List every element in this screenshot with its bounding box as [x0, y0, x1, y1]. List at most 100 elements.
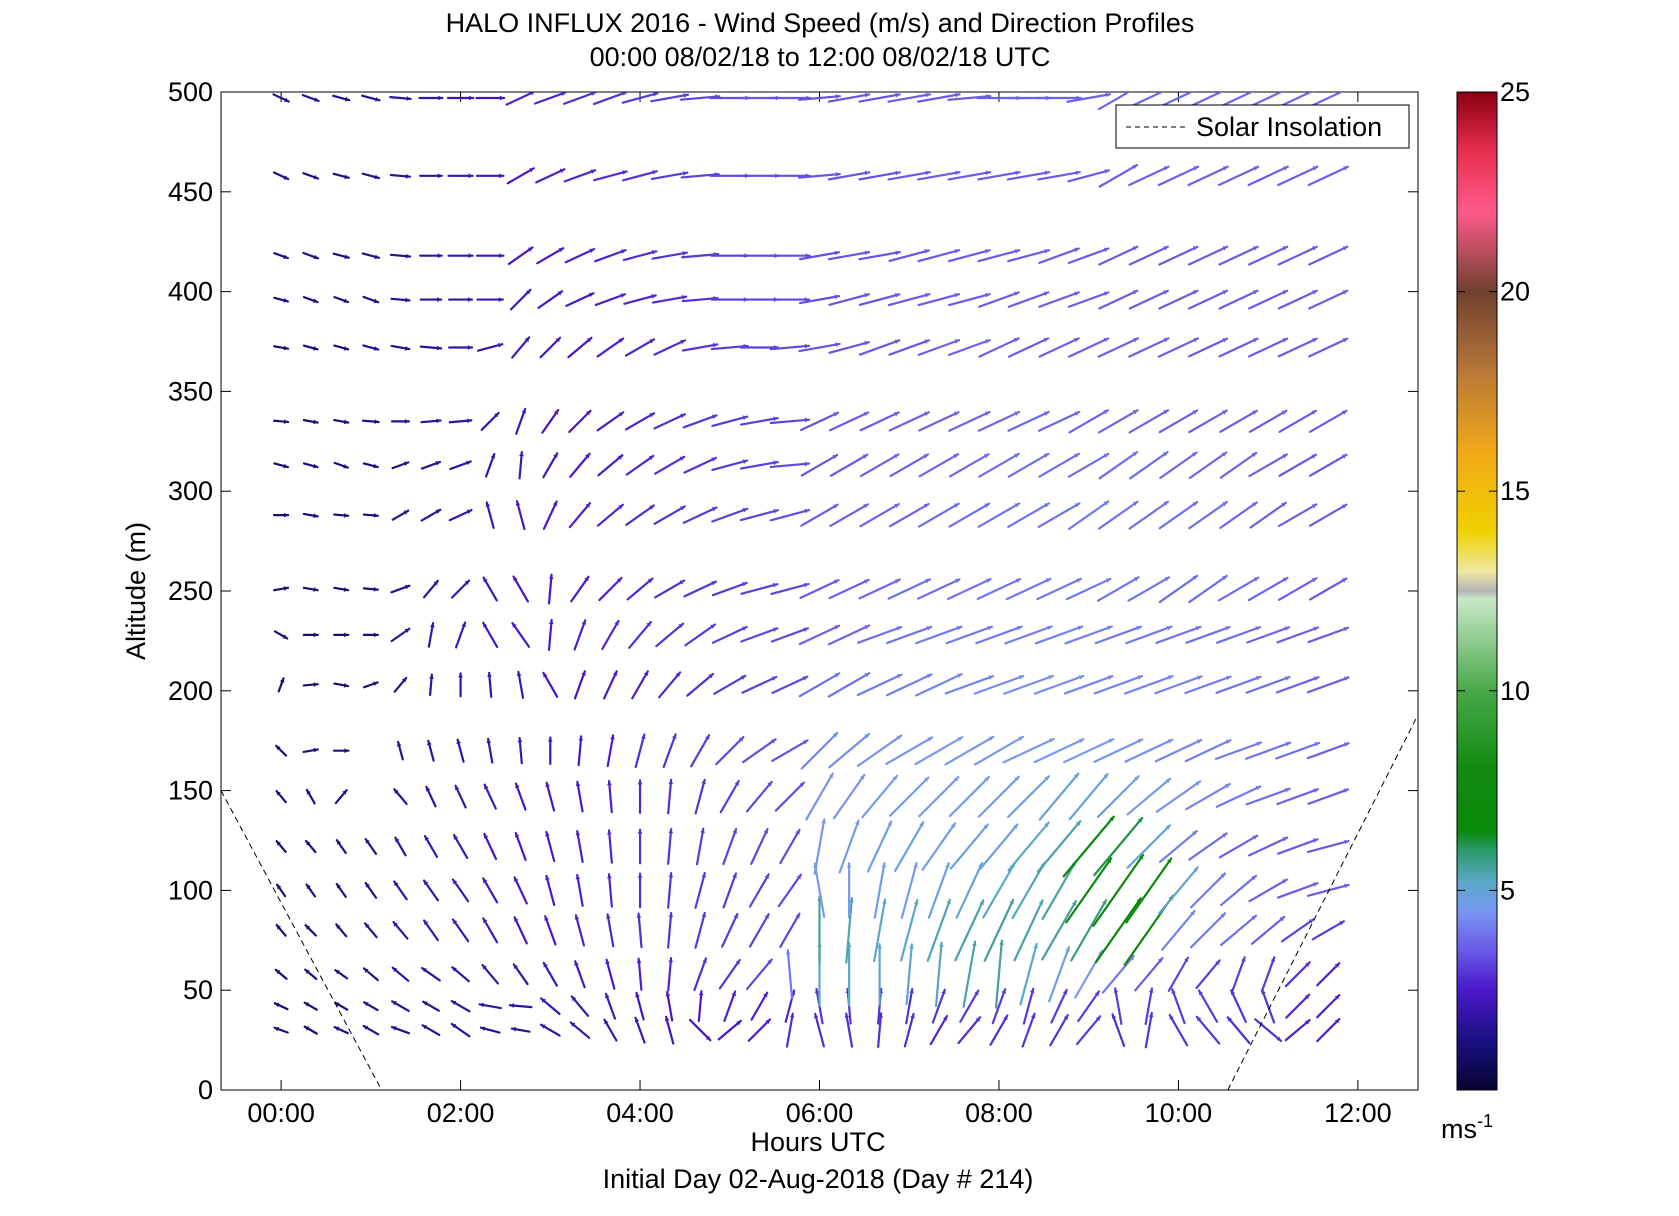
wind-vector-shaft: [1284, 961, 1311, 988]
wind-vector: [1157, 337, 1200, 358]
wind-vector: [1158, 500, 1199, 530]
wind-vector: [664, 1015, 675, 1045]
wind-vector-head: [679, 456, 685, 461]
wind-vector: [302, 682, 319, 687]
wind-vector-head: [373, 632, 378, 638]
wind-vector: [568, 409, 592, 434]
wind-vector: [512, 575, 529, 603]
wind-vector-shaft: [540, 997, 561, 1015]
chart-title: HALO INFLUX 2016 - Wind Speed (m/s) and …: [446, 8, 1195, 38]
wind-vector-shaft: [838, 819, 860, 874]
wind-vector: [1187, 289, 1229, 310]
wind-vector-head: [529, 168, 534, 173]
wind-vector-shaft: [1041, 860, 1077, 921]
wind-vector-head: [701, 779, 706, 785]
wind-vector-head: [406, 96, 411, 101]
wind-vector: [800, 731, 839, 770]
wind-vector-shaft: [1246, 92, 1284, 109]
wind-vector-shaft: [800, 453, 839, 477]
wind-vector-head: [306, 884, 311, 890]
wind-vector-head: [953, 411, 959, 417]
wind-vector-shaft: [827, 672, 871, 698]
wind-vector-shaft: [1067, 500, 1110, 531]
wind-vector: [715, 736, 745, 766]
wind-vector: [798, 250, 841, 261]
wind-vector-shaft: [1167, 956, 1190, 992]
wind-vector-shaft: [914, 736, 964, 766]
wind-vector-head: [835, 342, 840, 348]
wind-vector-shaft: [682, 414, 718, 429]
wind-vector-head: [1195, 626, 1201, 631]
wind-vector-head: [515, 783, 520, 789]
wind-vector-head: [896, 674, 902, 679]
wind-vector: [1124, 738, 1174, 763]
wind-vector-head: [1013, 337, 1019, 343]
wind-vector-head: [649, 339, 655, 344]
wind-vector-shaft: [1007, 410, 1050, 432]
x-tick-label: 08:00: [965, 1098, 1033, 1128]
wind-vector-head: [604, 1019, 609, 1025]
wind-vector-head: [336, 884, 342, 889]
wind-vector-head: [1044, 776, 1049, 781]
wind-vector: [686, 672, 715, 697]
wind-vector-head: [336, 840, 342, 845]
wind-vector: [1063, 738, 1115, 764]
wind-vector: [514, 831, 527, 862]
wind-vector-head: [1095, 1016, 1101, 1021]
wind-vector: [1098, 289, 1139, 310]
wind-vector-head: [846, 863, 852, 868]
wind-vector-head: [1284, 626, 1290, 631]
wind-vector-head: [894, 411, 899, 417]
wind-vector-head: [926, 626, 932, 631]
wind-vector-head: [1279, 916, 1285, 922]
wind-vector-head: [637, 780, 643, 785]
wind-vector-head: [1074, 503, 1080, 508]
wind-vector-head: [1341, 504, 1347, 509]
wind-vector-head: [1344, 839, 1349, 845]
wind-vector: [419, 345, 443, 351]
wind-vector-shaft: [889, 776, 930, 817]
wind-vector-head: [1132, 246, 1138, 251]
wind-vector: [390, 344, 411, 351]
wind-vector-head: [834, 625, 840, 630]
wind-vector-head: [1192, 290, 1198, 295]
wind-vector-head: [467, 297, 472, 302]
wind-vector-head: [733, 914, 738, 919]
wind-vector-head: [514, 832, 520, 838]
wind-vector-head: [514, 917, 519, 922]
wind-vector-shaft: [1248, 836, 1289, 857]
wind-vector-shaft: [667, 911, 673, 949]
wind-vector-shaft: [1276, 92, 1314, 109]
wind-vector-head: [927, 737, 933, 742]
wind-vector-shaft: [1308, 289, 1349, 310]
wind-vector: [917, 248, 961, 263]
wind-vector: [684, 623, 717, 647]
wind-vector: [769, 508, 811, 522]
wind-vector-head: [887, 821, 892, 827]
wind-vector: [274, 968, 288, 980]
wind-vector-head: [764, 874, 769, 879]
wind-vector-head: [1198, 990, 1204, 996]
wind-vector: [858, 92, 901, 103]
x-tick-label: 10:00: [1145, 1098, 1213, 1128]
wind-vector: [813, 818, 826, 875]
wind-vector-head: [1074, 247, 1079, 253]
wind-vector-head: [436, 418, 441, 424]
wind-vector: [518, 451, 524, 480]
wind-vector-shaft: [1066, 93, 1112, 103]
wind-vector-head: [1136, 625, 1141, 631]
wind-vector-shaft: [1216, 626, 1262, 644]
wind-vector-head: [1103, 410, 1108, 415]
wind-vector: [887, 92, 932, 103]
wind-vector-head: [1166, 92, 1167, 93]
wind-vector: [798, 672, 841, 698]
wind-vector-shaft: [739, 417, 779, 426]
wind-vector-head: [985, 170, 991, 176]
wind-vector-shaft: [786, 949, 794, 1000]
wind-vector: [1186, 92, 1226, 109]
wind-vector-head: [276, 841, 282, 846]
solar-insolation-line-left: [221, 790, 383, 1090]
wind-vector: [947, 248, 991, 263]
wind-vector-head: [711, 581, 716, 586]
